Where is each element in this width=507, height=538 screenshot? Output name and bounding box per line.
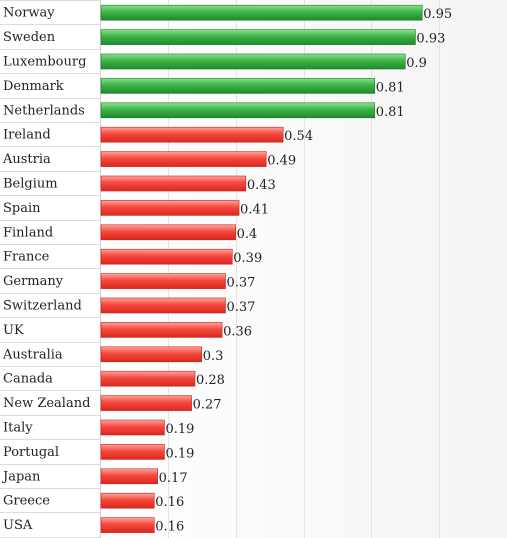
value-label: 0.16 <box>155 520 184 535</box>
category-label: France <box>3 250 50 265</box>
bar <box>100 468 158 485</box>
bar <box>100 444 165 460</box>
bar <box>100 200 240 216</box>
category-label: Sweden <box>3 30 56 45</box>
value-label: 0.9 <box>406 56 427 71</box>
value-label: 0.37 <box>226 300 255 315</box>
bar <box>100 297 226 314</box>
category-label: UK <box>3 323 24 338</box>
category-label: Portugal <box>3 445 59 460</box>
category-label: New Zealand <box>3 396 90 411</box>
bar <box>100 395 192 411</box>
value-label: 0.4 <box>237 227 258 242</box>
value-label: 0.93 <box>416 32 445 47</box>
value-label: 0.41 <box>240 202 269 217</box>
category-label: Ireland <box>3 128 51 143</box>
category-label: Greece <box>3 494 50 509</box>
bar <box>100 346 203 363</box>
bar <box>100 4 423 21</box>
category-label: Luxembourg <box>3 55 86 70</box>
category-label: Australia <box>2 347 63 362</box>
value-label: 0.37 <box>226 276 255 291</box>
category-label: Belgium <box>3 177 58 192</box>
value-label: 0.16 <box>155 495 184 510</box>
value-label: 0.19 <box>165 446 194 461</box>
value-label: 0.36 <box>223 324 252 339</box>
value-label: 0.39 <box>233 251 262 266</box>
bar-layer <box>100 4 423 533</box>
value-label: 0.81 <box>376 105 405 120</box>
category-label: Germany <box>3 274 64 289</box>
bar <box>100 322 223 338</box>
category-label: Japan <box>1 469 41 484</box>
value-label: 0.19 <box>165 422 194 437</box>
category-label: Austria <box>2 152 51 167</box>
label-layer: Norway 0.95 Sweden 0.93 Luxembourg 0.9 Denmark… <box>1 6 452 535</box>
category-label: Italy <box>3 421 33 436</box>
bar <box>100 370 196 387</box>
bar <box>100 492 155 509</box>
category-label: Finland <box>3 225 53 240</box>
bar <box>100 126 284 143</box>
bar <box>100 29 416 45</box>
value-label: 0.95 <box>423 7 452 22</box>
value-label: 0.3 <box>203 349 224 364</box>
category-label: Norway <box>3 6 55 21</box>
bar <box>100 419 165 436</box>
category-label: Denmark <box>3 79 64 94</box>
value-label: 0.17 <box>159 471 188 486</box>
bar <box>100 273 226 289</box>
value-label: 0.43 <box>247 178 276 193</box>
value-label: 0.27 <box>193 398 222 413</box>
bar <box>100 224 236 241</box>
category-label: Netherlands <box>3 103 85 118</box>
category-label: USA <box>3 518 33 533</box>
value-label: 0.54 <box>284 129 313 144</box>
bar <box>100 517 155 533</box>
bar <box>100 78 376 94</box>
bar <box>100 53 406 70</box>
bar <box>100 248 233 265</box>
category-label: Switzerland <box>3 299 82 314</box>
value-label: 0.81 <box>376 80 405 95</box>
bar <box>100 151 267 167</box>
value-label: 0.28 <box>196 373 225 388</box>
value-label: 0.49 <box>267 154 296 169</box>
category-label: Spain <box>3 201 41 216</box>
bar <box>100 175 247 192</box>
category-label: Canada <box>3 372 53 387</box>
bar <box>100 102 376 119</box>
